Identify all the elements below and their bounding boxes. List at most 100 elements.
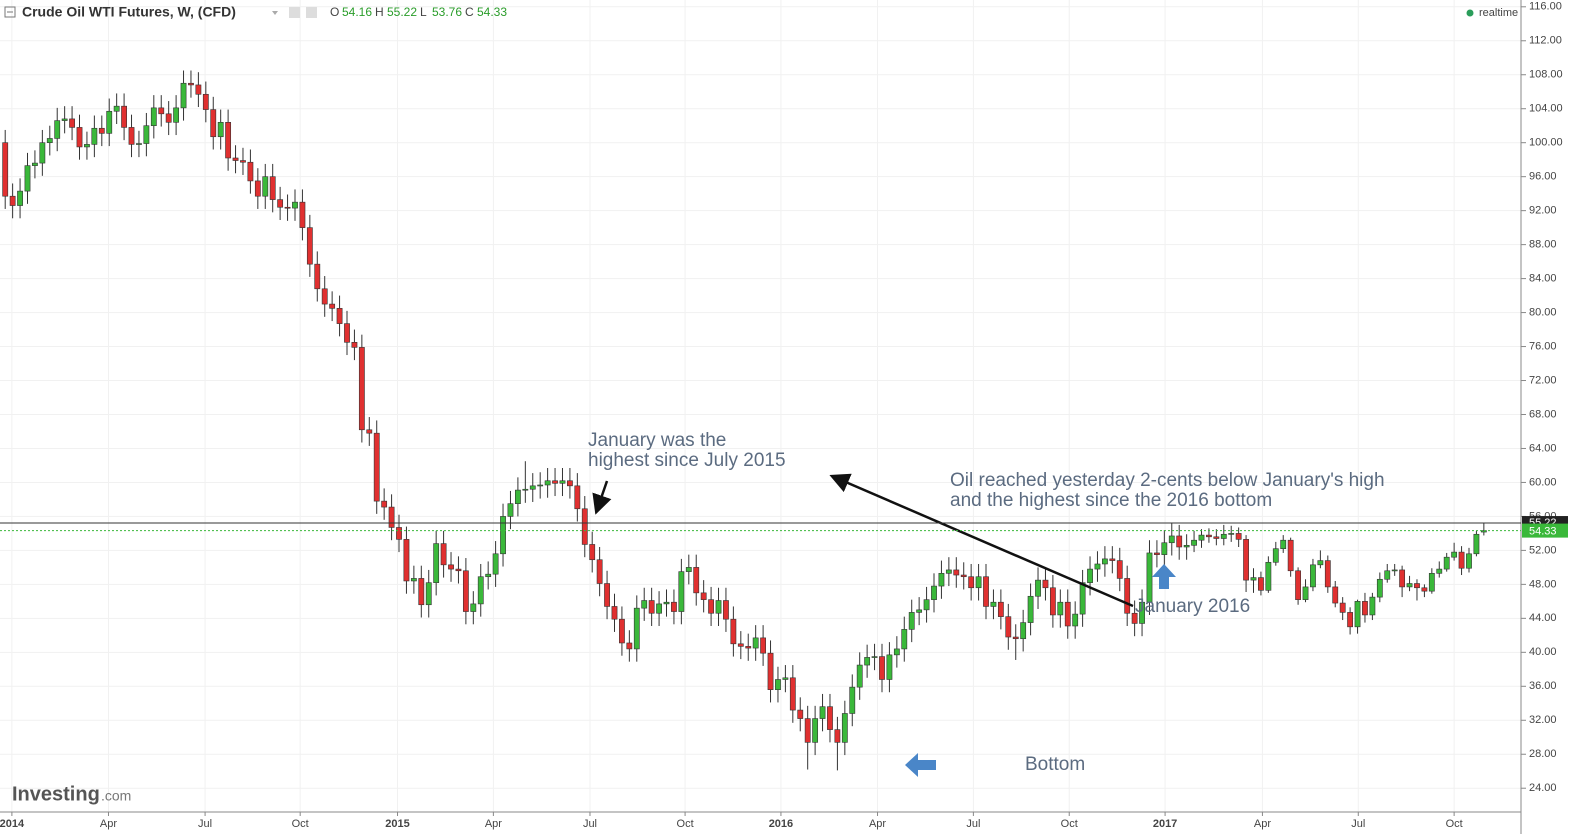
x-tick-label: Oct [1061,818,1078,830]
candle-body [84,144,90,148]
candle-body [54,120,61,139]
candle-body [1213,536,1220,539]
dropdown-icon[interactable] [272,11,278,15]
candle-body [284,206,291,209]
candle-body [730,618,737,645]
close-price-tag [1522,523,1568,538]
candle-body [1235,533,1242,540]
y-tick-label: 60.00 [1529,476,1557,488]
candle-body [544,480,551,486]
annotation: highest since July 2015 [588,450,786,471]
candle-body [931,585,937,600]
candle-body [1154,552,1160,555]
candle-body [574,485,581,510]
candle-body [819,706,826,719]
y-tick-label: 100.00 [1529,137,1563,149]
candle-body [671,601,677,612]
candle-body [1265,561,1272,591]
candle-body [1139,601,1145,624]
annotation: and the highest since the 2016 bottom [950,490,1272,511]
x-tick-label: 2016 [769,818,793,830]
annotation: January 2016 [1135,596,1250,617]
y-tick-label: 96.00 [1529,171,1557,183]
candle-body [1228,533,1235,535]
candle-body [91,127,98,145]
candle-body [782,677,789,680]
collapse-icon[interactable] [4,6,16,18]
candle-body [1384,570,1391,580]
annotation: Oil reached yesterday 2-cents below Janu… [950,470,1385,491]
candle-body [188,82,194,86]
candle-body [1406,583,1413,588]
candle-body [693,567,700,594]
settings-icon[interactable] [289,7,300,18]
y-tick-label: 104.00 [1529,103,1563,115]
candle-body [1421,587,1428,592]
candle-body [968,576,975,589]
candle-body [366,429,373,434]
candle-body [1146,552,1153,603]
candle-body [448,564,454,570]
candle-body [626,642,633,650]
x-tick-label: 2014 [0,818,25,830]
candle-body [396,527,402,540]
candle-body [1376,578,1383,598]
candle-body [418,578,425,606]
candle-body [9,195,16,206]
y-tick-label: 116.00 [1529,1,1562,13]
candle-body [462,570,469,612]
candle-body [715,600,722,614]
candle-body [173,107,180,123]
candle-body [425,582,432,606]
candle-body [32,162,38,166]
candle-body [775,679,781,690]
candle-body [663,601,670,605]
candle-body [299,201,306,228]
candle-body [210,109,217,138]
candle-body [797,709,804,719]
annotation: Bottom [1025,754,1085,775]
candle-body [433,543,440,583]
candle-body [938,573,945,587]
candle-body [1473,533,1480,555]
candle-body [17,190,23,206]
candle-body [1258,577,1264,591]
y-tick-label: 76.00 [1529,340,1557,352]
ohlc-key: H [375,5,384,19]
x-tick-label: Apr [485,818,502,830]
candle-body [678,571,685,612]
candle-body [76,127,83,148]
candle-body [165,113,172,123]
settings-icon[interactable] [306,7,317,18]
candle-body [1391,569,1398,572]
candle-body [886,654,893,680]
candle-body [410,578,417,582]
candle-body [1399,569,1406,588]
candle-body [292,201,298,209]
status-dot [1466,9,1474,17]
candle-body [1480,530,1487,533]
candle-body [336,308,343,324]
y-tick-label: 68.00 [1529,408,1557,420]
candle-body [321,288,328,305]
candle-body [1191,539,1197,546]
candle-body [990,601,997,607]
candle-body [403,539,410,582]
candle-body [537,484,544,487]
candle-body [507,503,514,517]
candle-body [492,553,499,575]
candle-body [1124,578,1131,614]
x-tick-label: Jul [966,818,980,830]
candle-body [217,122,224,138]
candle-body [1369,596,1376,616]
y-tick-label: 84.00 [1529,273,1557,285]
candle-body [1302,586,1309,600]
candle-body [1428,573,1435,592]
candle-body [269,176,276,200]
candle-body [827,706,833,730]
status-label: realtime [1479,7,1518,19]
candle-body [143,125,150,144]
y-tick-label: 28.00 [1529,748,1557,760]
candle-body [2,142,9,197]
